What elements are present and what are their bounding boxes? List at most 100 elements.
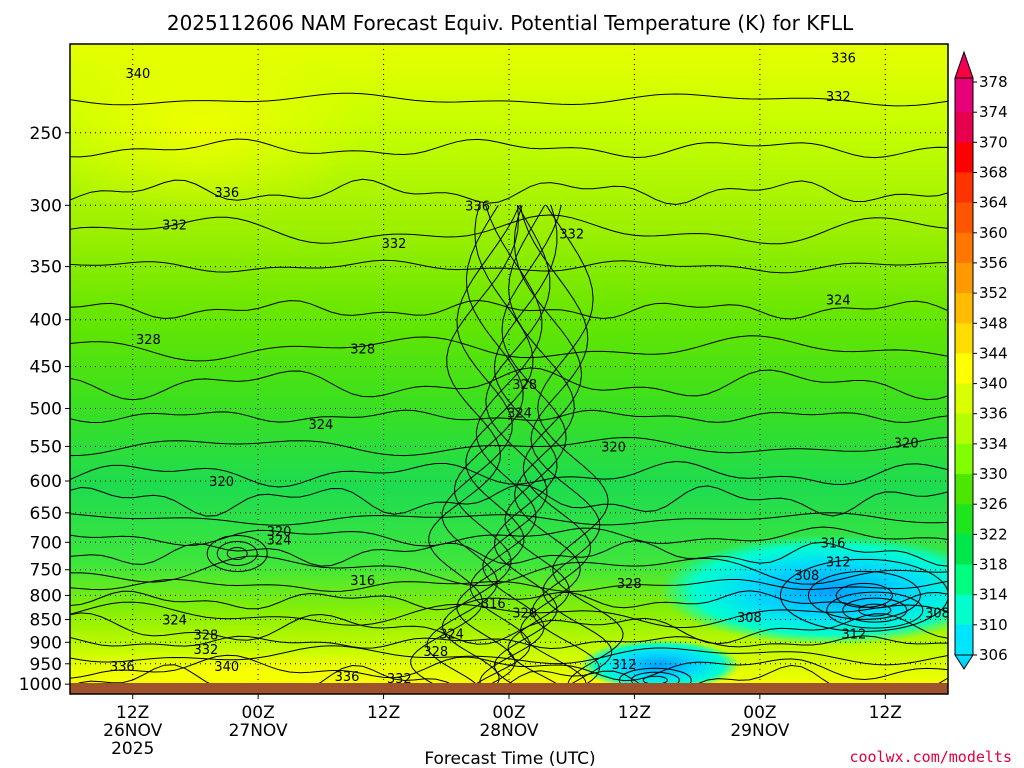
contour-label: 324	[507, 406, 532, 421]
colorbar-swatch	[955, 353, 973, 385]
colorbar-label: 326	[979, 495, 1008, 513]
contour-label: 308	[925, 607, 950, 622]
y-tick-label: 250	[30, 124, 62, 144]
colorbar-swatch	[955, 594, 973, 626]
colorbar-swatch	[955, 112, 973, 143]
y-tick-label: 450	[30, 358, 62, 378]
contour-closed	[826, 591, 924, 629]
contour-line	[70, 645, 948, 666]
colorbar-swatch	[955, 262, 973, 294]
colorbar-swatch	[955, 564, 973, 596]
contour-label: 316	[821, 536, 846, 551]
contour-line	[70, 436, 948, 457]
contour-label: 336	[214, 186, 239, 201]
contour-closed	[226, 547, 248, 560]
colorbar-label: 318	[979, 556, 1008, 574]
y-tick-label: 800	[30, 586, 62, 606]
colorbar-label: 322	[979, 525, 1008, 543]
contour-line	[70, 259, 948, 274]
colorbar-swatch	[955, 78, 973, 82]
contour-label: 320	[894, 437, 919, 452]
x-tick-label: 2025	[111, 739, 154, 759]
colorbar-label: 306	[979, 646, 1008, 664]
colorbar-label: 378	[979, 73, 1008, 91]
contour-label: 336	[831, 52, 856, 67]
warm-pool-surface	[70, 650, 460, 694]
colorbar-swatch	[955, 142, 973, 173]
contour-line	[70, 555, 948, 587]
colorbar-label: 370	[979, 133, 1008, 151]
y-tick-label: 850	[30, 611, 62, 631]
colorbar-swatch	[955, 443, 973, 475]
contour-labels: 3403363323363363323323323243283283283243…	[110, 52, 950, 688]
contour-label: 332	[162, 219, 187, 234]
colorbar-label: 364	[979, 194, 1008, 212]
x-tick-label: 12Z	[367, 703, 400, 723]
colorbar-swatch	[955, 323, 973, 354]
y-tick-label: 1000	[19, 675, 62, 695]
contour-line-front	[479, 205, 551, 685]
colorbar-label: 310	[979, 616, 1008, 634]
colorbar-swatch	[955, 504, 973, 535]
contour-label: 308	[794, 569, 819, 584]
colorbar-swatch	[955, 172, 973, 204]
contour-closed	[842, 597, 908, 623]
grid-lines	[70, 44, 948, 694]
contour-label: 336	[335, 670, 360, 685]
contour-label: 316	[481, 597, 506, 612]
contour-label: 336	[110, 660, 135, 675]
x-tick-label: 12Z	[116, 703, 149, 723]
contour-label: 320	[267, 525, 292, 540]
x-tick-label: 00Z	[492, 703, 525, 723]
chart-title: 2025112606 NAM Forecast Equiv. Potential…	[167, 11, 854, 35]
contour-label: 332	[193, 643, 218, 658]
colorbar-label: 360	[979, 224, 1008, 242]
colorbar-label: 348	[979, 314, 1008, 332]
colorbar-label: 368	[979, 164, 1008, 182]
x-tick-label: 00Z	[743, 703, 776, 723]
contour-line	[70, 612, 948, 645]
colorbar-swatch	[955, 474, 973, 505]
contour-line	[70, 214, 948, 245]
contour-closed	[858, 603, 892, 617]
colorbar-swatch	[955, 534, 973, 566]
contour-line	[70, 92, 948, 107]
contour-line	[70, 367, 948, 401]
contour-line	[70, 654, 948, 682]
contour-label: 324	[439, 627, 464, 642]
colorbar-swatch	[955, 232, 973, 264]
terrain-strip	[70, 683, 948, 694]
contour-line-front	[442, 205, 524, 685]
colorbar-arrow-bottom	[954, 654, 974, 670]
x-tick-label: 12Z	[618, 703, 651, 723]
y-tick-label: 400	[30, 311, 62, 331]
contour-label: 316	[350, 574, 375, 589]
colorbar-label: 330	[979, 465, 1008, 483]
colorbar-swatch	[955, 82, 973, 113]
y-tick-label: 750	[30, 561, 62, 581]
contour-line	[70, 409, 948, 424]
contour-label: 308	[737, 611, 762, 626]
contour-label: 320	[512, 607, 537, 622]
colorbar-label: 334	[979, 435, 1008, 453]
colorbar-label: 352	[979, 284, 1008, 302]
x-axis-title: Forecast Time (UTC)	[424, 749, 595, 768]
colorbar-label: 344	[979, 344, 1008, 362]
y-tick-label: 350	[30, 258, 62, 278]
colorbar-label: 336	[979, 405, 1008, 423]
y-tick-label: 700	[30, 533, 62, 553]
contour-label: 324	[267, 534, 292, 549]
contour-line	[70, 578, 948, 593]
contour-closed	[216, 541, 258, 566]
contour-label: 340	[125, 67, 150, 82]
contour-label: 328	[136, 333, 161, 348]
contour-label: 312	[841, 627, 866, 642]
colorbar-swatch	[955, 383, 973, 415]
y-tick-label: 300	[30, 196, 62, 216]
contour-label: 328	[193, 629, 218, 644]
contour-label: 312	[612, 658, 637, 673]
contour-label: 332	[559, 227, 584, 242]
contour-label: 324	[826, 293, 851, 308]
x-tick-label: 12Z	[869, 703, 902, 723]
